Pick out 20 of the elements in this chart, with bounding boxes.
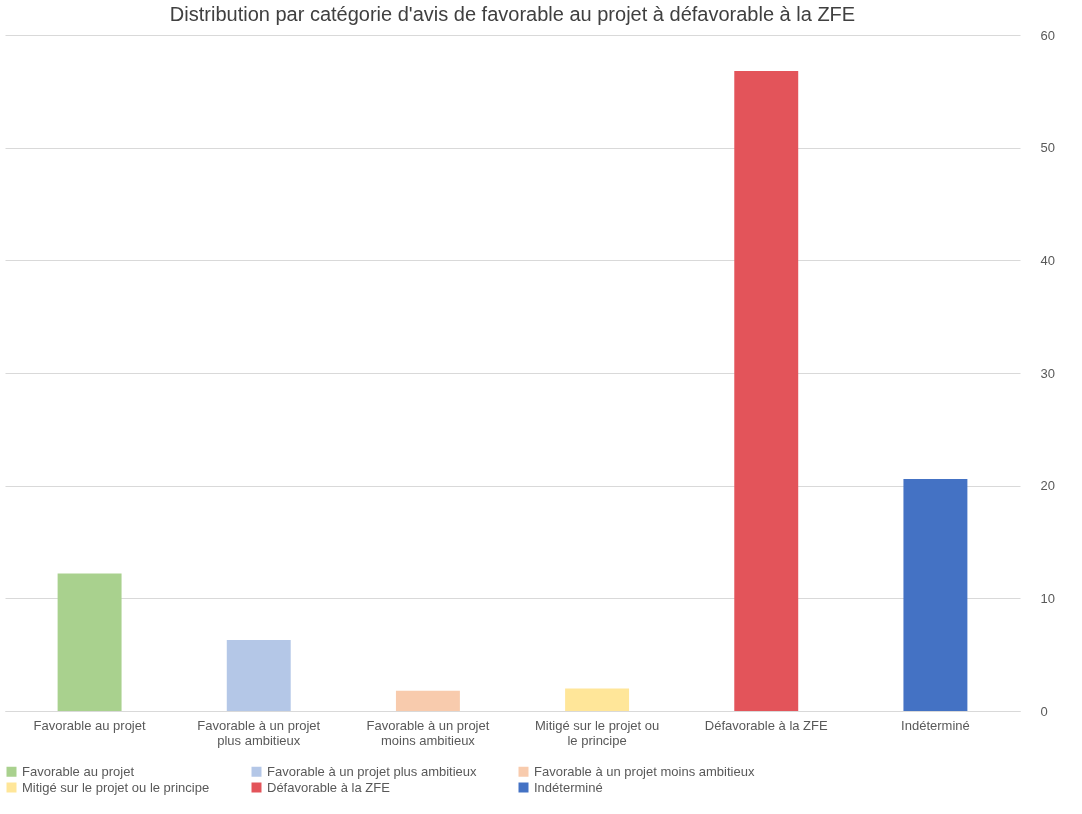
x-tick-label: Favorable à un projet plus ambitieux	[197, 717, 321, 748]
y-tick-label: 30	[1040, 365, 1055, 381]
y-tick-label: 40	[1040, 252, 1055, 268]
legend-label: Mitigé sur le projet ou le principe	[22, 779, 210, 795]
x-tick-label: Indéterminé	[901, 717, 970, 733]
legend-label: Défavorable à la ZFE	[267, 779, 391, 795]
x-tick-label: Favorable au projet	[33, 717, 146, 733]
legend-label: Indéterminé	[534, 779, 603, 795]
chart-title: Distribution par catégorie d'avis de favorable au projet à défavorable à la ZFE	[169, 3, 856, 25]
x-tick-label: Défavorable à la ZFE	[704, 717, 828, 733]
y-tick-label: 20	[1040, 478, 1055, 494]
legend-label: Favorable au projet	[22, 763, 135, 779]
y-tick-label: 50	[1040, 140, 1055, 156]
x-tick-label: Favorable à un projet moins ambitieux	[366, 717, 490, 748]
y-tick-label: 0	[1040, 703, 1048, 719]
y-tick-label: 60	[1040, 27, 1055, 43]
legend-label: Favorable à un projet plus ambitieux	[267, 763, 478, 779]
legend-label: Favorable à un projet moins ambitieux	[534, 763, 755, 779]
x-tick-label: Mitigé sur le projet ou le principe	[534, 717, 660, 748]
y-tick-label: 10	[1040, 590, 1055, 606]
